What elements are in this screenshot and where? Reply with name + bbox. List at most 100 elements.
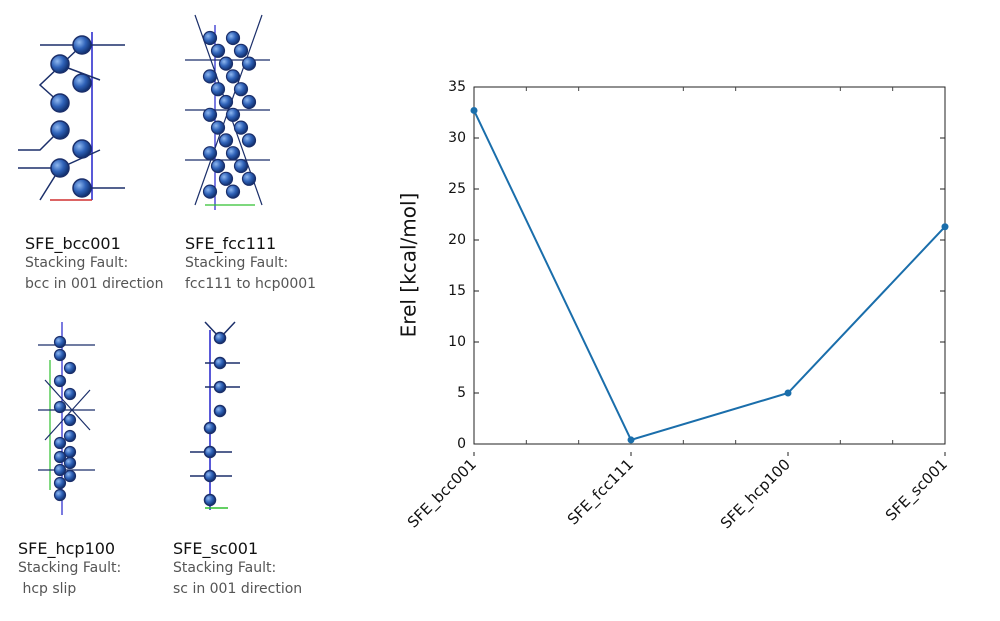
plot-frame: [473, 86, 946, 445]
atom: [202, 107, 218, 122]
x-tick-label: SFE_fcc111: [564, 455, 638, 529]
atom: [210, 43, 226, 58]
atom: [53, 335, 67, 349]
atom: [218, 133, 234, 148]
atom: [63, 456, 77, 470]
atom: [218, 171, 234, 186]
atom: [53, 400, 67, 414]
point: [784, 389, 792, 397]
atom: [63, 445, 77, 459]
x-tick-label: SFE_hcp100: [717, 455, 795, 533]
structure-description: fcc111 to hcp0001: [185, 276, 317, 292]
bcc-structure: [18, 32, 125, 201]
structure-name: SFE_sc001: [173, 539, 259, 558]
structure-card[interactable]: SFE_hcp100 Stacking Fault: hcp slip: [18, 539, 121, 600]
structure-card[interactable]: SFE_sc001 Stacking Fault: sc in 001 dire…: [173, 539, 302, 600]
point: [470, 106, 478, 114]
atom: [233, 43, 249, 58]
structure-name: SFE_fcc111: [185, 234, 277, 253]
hcp-structure: [38, 322, 95, 515]
atom: [225, 69, 241, 84]
atom: [53, 436, 67, 450]
atom: [53, 374, 67, 388]
atom: [213, 380, 227, 394]
atom: [213, 356, 227, 370]
structure-card[interactable]: SFE_fcc111 Stacking Fault: fcc111 to hcp…: [185, 234, 316, 295]
atom: [210, 120, 226, 135]
structure-name: SFE_bcc001: [25, 234, 121, 253]
chart: Erel [kcal/mol] 0 5 10 15 20 25 30 35 SFE_bcc001…: [397, 79, 952, 533]
atom: [203, 469, 217, 483]
atom: [225, 146, 241, 161]
atom: [53, 348, 67, 362]
structure-description: Stacking Fault:: [173, 560, 277, 576]
atom: [218, 56, 234, 71]
atom: [213, 331, 227, 345]
atom: [72, 178, 92, 198]
atom: [63, 361, 77, 375]
y-tick-label: 0: [457, 436, 466, 452]
atom: [63, 469, 77, 483]
atom: [241, 133, 257, 148]
atom: [203, 421, 217, 435]
atom: [202, 146, 218, 161]
point: [627, 436, 635, 444]
atom: [50, 120, 70, 140]
atom: [50, 54, 70, 74]
y-tick-label: 35: [448, 79, 466, 95]
structure-description: sc in 001 direction: [173, 581, 303, 597]
atom: [202, 69, 218, 84]
atom: [225, 30, 241, 46]
sc-structure: [190, 321, 240, 510]
atom: [225, 184, 241, 199]
atom: [218, 94, 234, 110]
atom: [202, 184, 218, 199]
atom: [53, 488, 67, 502]
atom: [50, 158, 70, 178]
atom: [233, 120, 249, 135]
atom: [203, 493, 217, 507]
atom: [72, 35, 92, 55]
y-tick-label: 25: [448, 181, 466, 197]
structure-images: [18, 14, 270, 515]
atom: [241, 94, 257, 110]
y-tick-label: 10: [448, 334, 466, 350]
structure-description: bcc in 001 direction: [25, 276, 164, 292]
atom: [241, 56, 257, 71]
atom: [63, 413, 77, 427]
atom: [233, 158, 249, 174]
atom: [213, 404, 227, 418]
atom: [63, 387, 77, 401]
atom: [225, 107, 241, 122]
y-tick-label: 20: [448, 232, 466, 248]
y-axis-title: Erel [kcal/mol]: [397, 193, 421, 338]
atom: [210, 82, 226, 97]
structure-description: Stacking Fault:: [18, 560, 122, 576]
atom: [63, 429, 77, 443]
structure-card[interactable]: SFE_bcc001 Stacking Fault: bcc in 001 di…: [25, 234, 163, 295]
structure-name: SFE_hcp100: [18, 539, 116, 558]
fcc-structure: [185, 14, 270, 210]
atom: [210, 158, 226, 174]
atom: [50, 93, 70, 113]
y-tick-label: 5: [457, 385, 466, 401]
atom: [202, 30, 218, 46]
atom: [72, 139, 92, 159]
y-tick-label: 15: [448, 283, 466, 299]
line: [473, 110, 946, 442]
structure-description: hcp slip: [18, 581, 77, 597]
atom: [53, 476, 67, 490]
x-tick-label: SFE_bcc001: [404, 455, 481, 532]
atom: [241, 171, 257, 186]
atom: [53, 450, 67, 464]
point: [941, 223, 949, 231]
structure-description: Stacking Fault:: [185, 255, 289, 271]
x-tick-label: SFE_sc001: [882, 455, 952, 525]
atom: [72, 73, 92, 93]
atom: [203, 445, 217, 459]
atom: [53, 463, 67, 477]
atom: [233, 82, 249, 97]
structure-description: Stacking Fault:: [25, 255, 129, 271]
y-tick-label: 30: [448, 130, 466, 146]
